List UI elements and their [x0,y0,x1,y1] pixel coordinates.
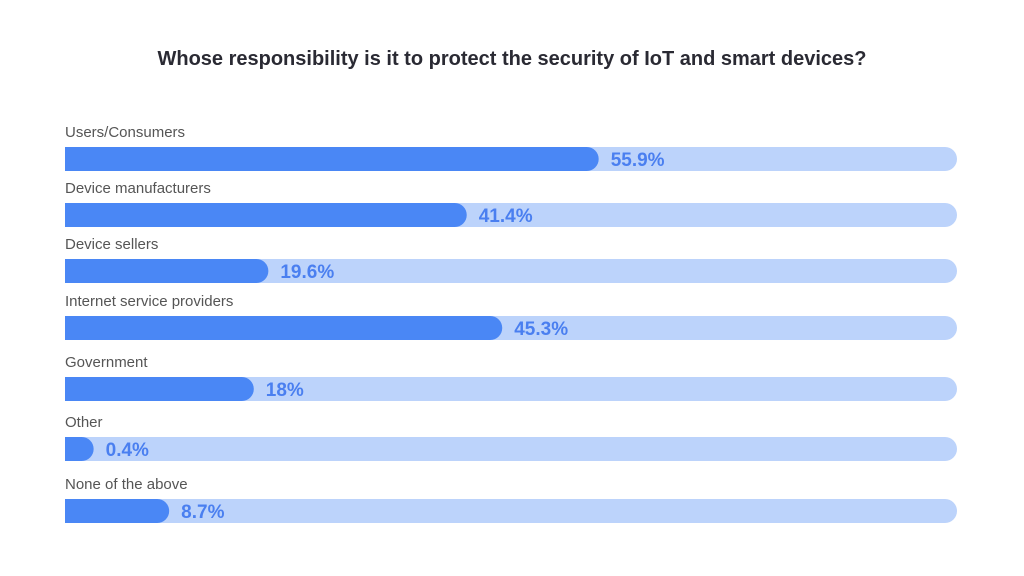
category-label: Government [65,354,148,371]
data-label: 19.6% [280,262,334,283]
data-label: 45.3% [514,319,568,340]
data-label: 8.7% [181,502,224,523]
chart-title: Whose responsibility is it to protect th… [157,48,867,70]
bar [65,147,599,171]
category-label: Users/Consumers [65,124,185,141]
data-label: 18% [266,380,304,401]
category-label: None of the above [65,476,188,493]
bar-track [65,259,957,283]
bar [65,377,254,401]
data-label: 41.4% [479,206,533,227]
bar-track [65,499,957,523]
bar [65,203,467,227]
category-label: Device manufacturers [65,180,211,197]
category-label: Device sellers [65,236,158,253]
category-label: Internet service providers [65,293,233,310]
category-label: Other [65,414,103,431]
data-label: 0.4% [106,440,149,461]
bar-track [65,437,957,461]
bar [65,259,269,283]
bar-track [65,377,957,401]
bar [65,437,94,461]
bar [65,499,170,523]
data-label: 55.9% [611,150,665,171]
bar [65,316,503,340]
